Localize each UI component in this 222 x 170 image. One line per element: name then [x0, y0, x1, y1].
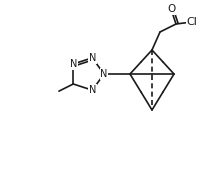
Text: N: N — [89, 53, 96, 63]
Text: N: N — [100, 69, 108, 79]
Text: N: N — [69, 59, 77, 69]
Text: Cl: Cl — [186, 17, 197, 27]
Text: N: N — [89, 85, 96, 95]
Text: O: O — [167, 4, 175, 14]
